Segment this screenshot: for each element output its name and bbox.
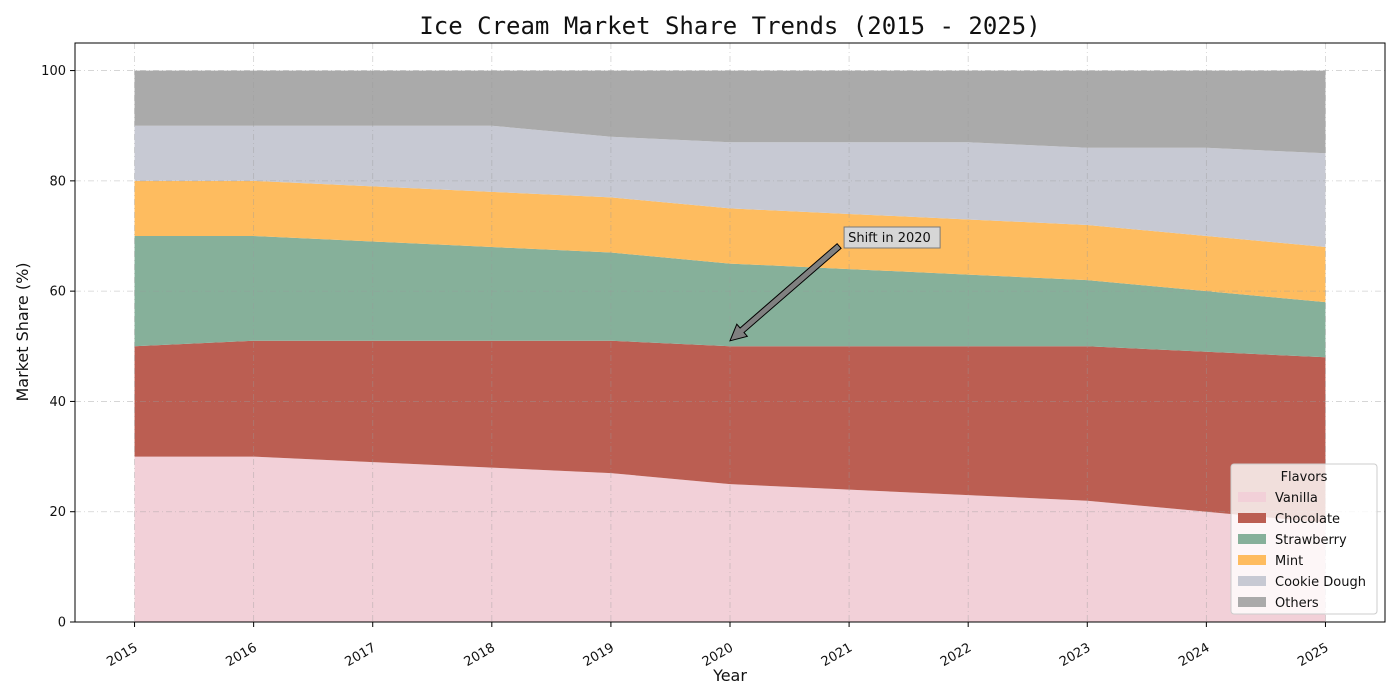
area-strawberry <box>134 236 1326 358</box>
y-tick-label: 20 <box>49 505 66 520</box>
legend-label-vanilla: Vanilla <box>1275 491 1318 506</box>
x-axis-label: Year <box>712 666 747 685</box>
area-chocolate <box>134 340 1326 523</box>
y-tick-label: 80 <box>49 174 66 189</box>
legend-swatch-cookie-dough <box>1238 576 1266 586</box>
y-axis-label: Market Share (%) <box>13 262 32 401</box>
legend-swatch-others <box>1238 597 1266 607</box>
area-others <box>134 70 1326 154</box>
annotation-text: Shift in 2020 <box>848 231 931 246</box>
chart-title: Ice Cream Market Share Trends (2015 - 20… <box>419 12 1040 40</box>
area-cookie-dough <box>134 125 1326 248</box>
annotation-arrow <box>729 242 842 342</box>
legend-title: Flavors <box>1281 470 1328 485</box>
area-mint <box>134 180 1326 303</box>
y-tick-label: 60 <box>49 285 66 300</box>
legend-swatch-mint <box>1238 555 1266 565</box>
legend-swatch-strawberry <box>1238 534 1266 544</box>
legend-swatch-vanilla <box>1238 492 1266 502</box>
legend-label-cookie-dough: Cookie Dough <box>1275 575 1366 590</box>
legend-label-chocolate: Chocolate <box>1275 512 1340 527</box>
legend-label-others: Others <box>1275 596 1319 611</box>
legend: Flavors Vanilla Chocolate Strawberry Mint Coo… <box>1230 463 1378 615</box>
y-tick-label: 0 <box>58 616 66 631</box>
legend-label-strawberry: Strawberry <box>1275 533 1347 548</box>
y-tick-label: 100 <box>41 64 66 79</box>
area-vanilla <box>134 456 1326 622</box>
legend-label-mint: Mint <box>1275 554 1303 569</box>
y-tick-label: 40 <box>49 395 66 410</box>
annotation-box <box>843 226 941 249</box>
legend-swatch-chocolate <box>1238 513 1266 523</box>
legend-box <box>1230 463 1378 615</box>
plot-area: 2015 2016 2017 2018 2019 2020 2021 2022 2023 2024… <box>41 42 1386 670</box>
